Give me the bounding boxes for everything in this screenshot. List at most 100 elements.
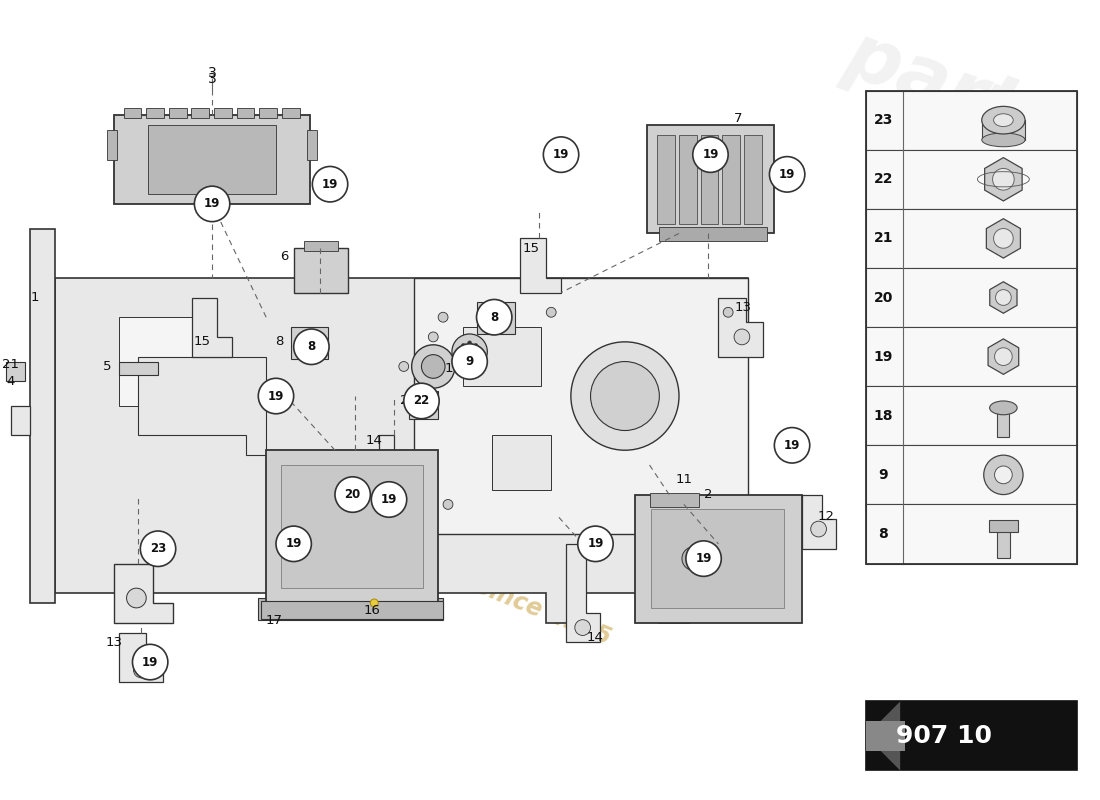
Polygon shape [984,158,1022,201]
Text: 22: 22 [414,394,430,407]
Text: 19: 19 [553,148,569,161]
Bar [236,108,254,118]
Text: 9: 9 [879,468,889,482]
Circle shape [734,329,750,345]
Circle shape [443,499,453,510]
Bar [119,362,158,375]
Bar [307,130,317,159]
Text: 19: 19 [702,148,718,161]
Text: 14: 14 [366,434,383,447]
Circle shape [543,137,579,172]
Polygon shape [6,362,25,382]
Polygon shape [866,702,900,770]
Text: 21: 21 [2,358,19,371]
Bar [261,601,443,618]
Text: 13: 13 [106,636,122,649]
Polygon shape [379,435,409,524]
Text: 19: 19 [286,538,301,550]
Circle shape [371,599,378,607]
Polygon shape [520,238,561,293]
Polygon shape [119,318,207,406]
Text: 19: 19 [322,178,338,190]
Circle shape [461,343,465,347]
Text: 1: 1 [31,291,40,304]
Text: 22: 22 [400,394,417,407]
Polygon shape [718,298,762,357]
Bar [866,505,1077,563]
Bar [492,435,551,490]
Text: 19: 19 [587,538,604,550]
Text: 8: 8 [307,340,316,354]
Text: 16: 16 [364,604,381,618]
Circle shape [411,345,455,388]
Bar [866,90,1077,563]
Text: 19: 19 [695,552,712,565]
Bar [866,446,1077,505]
Polygon shape [990,282,1018,314]
Bar [294,248,348,293]
Circle shape [693,137,728,172]
Text: 19: 19 [784,438,800,452]
Text: 8: 8 [879,527,889,541]
Circle shape [774,427,810,463]
Circle shape [195,186,230,222]
Ellipse shape [982,106,1025,134]
Circle shape [312,166,348,202]
Circle shape [996,290,1011,306]
Text: 19: 19 [873,350,893,364]
Bar [477,302,515,334]
Text: 19: 19 [381,493,397,506]
Text: 8: 8 [275,335,283,348]
Bar [266,450,438,603]
Bar [647,125,774,234]
Circle shape [723,505,733,514]
Circle shape [474,356,477,360]
Circle shape [421,354,446,378]
Text: parts: parts [836,18,1072,164]
Bar [649,493,698,507]
Text: 11: 11 [675,474,692,486]
Circle shape [468,358,472,362]
Text: 22: 22 [873,172,893,186]
Polygon shape [11,406,30,435]
Bar [635,494,802,622]
Bar [258,598,443,620]
Circle shape [476,350,481,354]
Circle shape [575,620,591,635]
Circle shape [399,362,409,371]
Bar [866,386,1077,446]
Circle shape [993,229,1013,248]
Text: 21: 21 [873,231,893,246]
Circle shape [476,299,512,335]
Bar [866,327,1077,386]
Text: 12: 12 [818,510,835,522]
Text: 14: 14 [587,631,604,644]
Ellipse shape [982,133,1025,146]
Circle shape [571,342,679,450]
Polygon shape [119,633,163,682]
Polygon shape [987,218,1021,258]
Circle shape [686,541,722,576]
Text: 8: 8 [488,299,496,312]
Text: 1985: 1985 [917,153,1031,196]
Bar [982,120,1025,140]
Text: 19: 19 [779,168,795,181]
Circle shape [723,307,733,318]
Bar [866,209,1077,268]
Circle shape [336,477,371,512]
Text: 19: 19 [142,655,158,669]
Circle shape [132,644,168,680]
Bar [146,108,164,118]
Polygon shape [988,339,1019,374]
Circle shape [682,546,705,570]
Circle shape [126,588,146,608]
Polygon shape [566,544,601,642]
Circle shape [133,662,150,678]
Text: 3: 3 [208,72,217,86]
Text: 13: 13 [735,301,751,314]
Bar [866,721,905,750]
Text: 19: 19 [204,198,220,210]
Bar [866,150,1077,209]
Text: 19: 19 [267,390,284,402]
Bar [989,520,1019,532]
